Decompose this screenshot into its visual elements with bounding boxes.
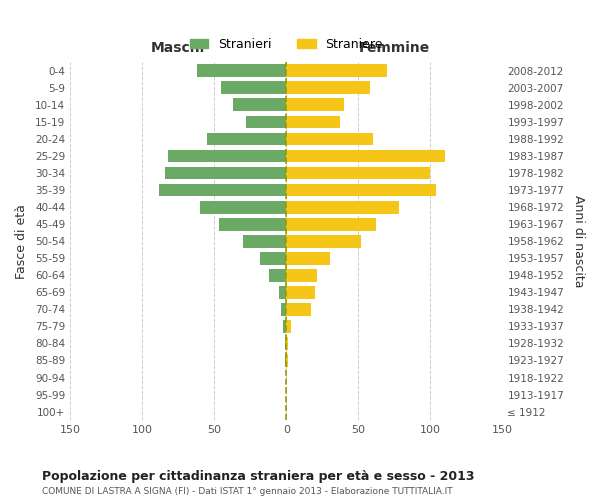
Bar (285, 337, 286, 350)
Bar (160, 184, 286, 196)
Bar (286, 200, 399, 213)
Bar (286, 82, 370, 94)
Bar (218, 218, 286, 230)
Bar (286, 235, 361, 248)
Text: COMUNE DI LASTRA A SIGNA (FI) - Dati ISTAT 1° gennaio 2013 - Elaborazione TUTTIT: COMUNE DI LASTRA A SIGNA (FI) - Dati IST… (42, 488, 452, 496)
Bar (269, 269, 286, 281)
Bar (197, 64, 286, 77)
Bar (260, 252, 286, 264)
Bar (200, 200, 286, 213)
Bar (283, 320, 286, 333)
Bar (243, 235, 286, 248)
Bar (279, 286, 286, 298)
Bar (168, 150, 286, 162)
Bar (281, 303, 286, 316)
Bar (286, 320, 290, 333)
Bar (233, 98, 286, 111)
Bar (286, 218, 376, 230)
Bar (165, 166, 286, 179)
Bar (286, 354, 288, 367)
Text: Popolazione per cittadinanza straniera per età e sesso - 2013: Popolazione per cittadinanza straniera p… (42, 470, 475, 483)
Bar (286, 286, 315, 298)
Y-axis label: Fasce di età: Fasce di età (15, 204, 28, 279)
Text: Femmine: Femmine (359, 42, 430, 56)
Bar (286, 269, 317, 281)
Bar (286, 116, 340, 128)
Bar (286, 337, 288, 350)
Bar (286, 166, 430, 179)
Bar (207, 132, 286, 145)
Bar (286, 98, 344, 111)
Bar (286, 252, 329, 264)
Text: Maschi: Maschi (151, 42, 205, 56)
Legend: Stranieri, Straniere: Stranieri, Straniere (185, 32, 388, 56)
Bar (286, 303, 311, 316)
Bar (221, 82, 286, 94)
Bar (286, 132, 373, 145)
Bar (285, 354, 286, 367)
Bar (286, 64, 387, 77)
Bar (286, 150, 445, 162)
Bar (286, 184, 436, 196)
Bar (246, 116, 286, 128)
Y-axis label: Anni di nascita: Anni di nascita (572, 195, 585, 288)
